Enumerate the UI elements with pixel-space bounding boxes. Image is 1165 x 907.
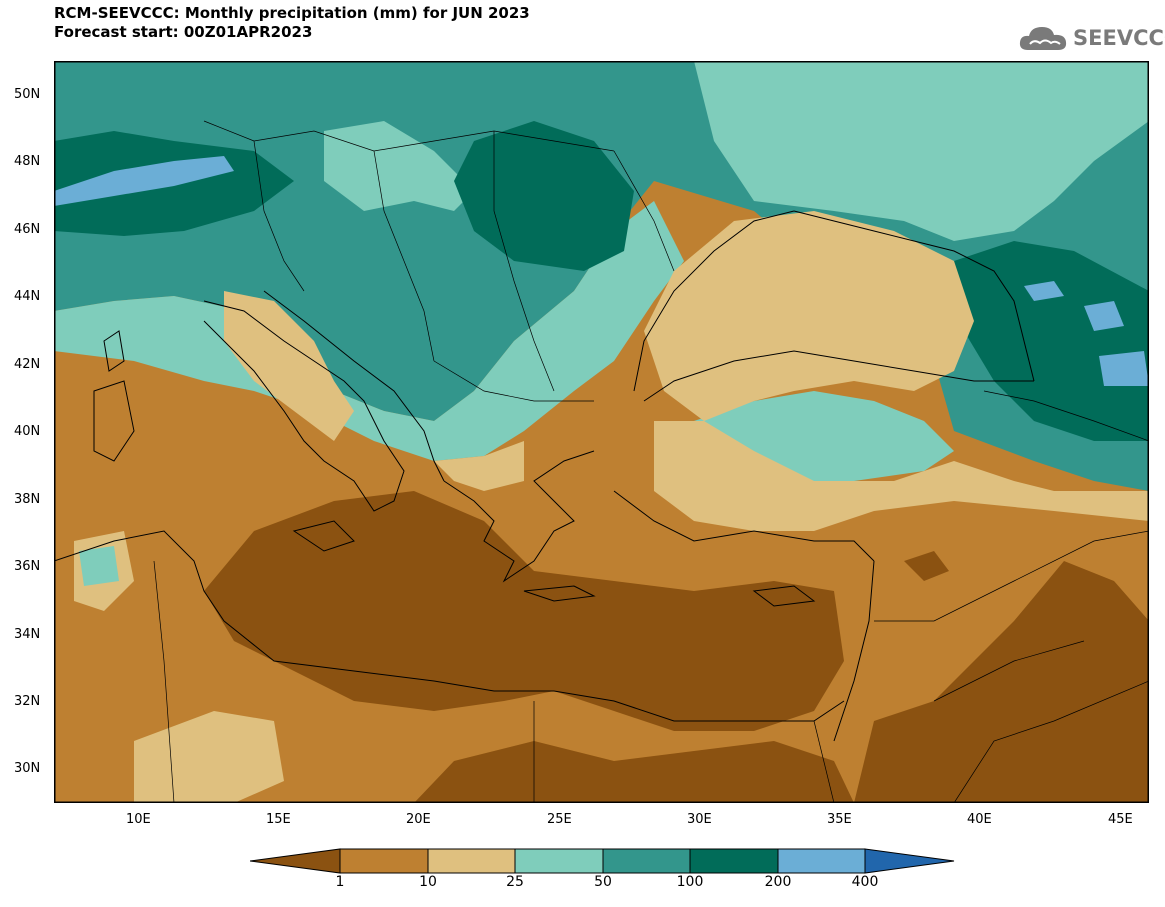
map-frame — [54, 61, 1149, 803]
colorbar-label: 25 — [506, 874, 524, 890]
cloud-logo-icon — [1019, 27, 1067, 50]
lon-label: 25E — [547, 812, 572, 827]
zone-200-400-caucasus-b — [1084, 301, 1124, 331]
coastlines — [54, 210, 1035, 742]
corsica-coast — [103, 330, 125, 372]
lat-label: 44N — [14, 289, 41, 304]
colorbar-segment-50-100 — [602, 848, 691, 874]
lon-label: 30E — [687, 812, 712, 827]
colorbar-segment-25-50 — [514, 848, 604, 874]
lat-label: 34N — [14, 627, 41, 642]
colorbar-segment-100-200 — [689, 848, 779, 874]
black-sea-north-coast — [793, 210, 1035, 382]
zone-200-400-caucasus-c — [1099, 351, 1149, 386]
greece-coast — [443, 450, 595, 583]
seevccc-logo: SEEVCCC — [1018, 22, 1165, 54]
north-africa-coast — [54, 530, 845, 722]
lat-label: 38N — [14, 492, 41, 507]
cyprus-coast — [752, 585, 816, 607]
zone-10-25-libya — [134, 711, 284, 803]
map-title: RCM-SEEVCCC: Monthly precipitation (mm) … — [54, 4, 530, 42]
colorbar-label: 200 — [764, 874, 792, 890]
lon-label: 45E — [1108, 812, 1133, 827]
lat-label: 36N — [14, 559, 41, 574]
colorbar-segment-gt400 — [864, 848, 955, 874]
zone-100-200-carpathian — [454, 121, 634, 271]
turkey-south-coast — [613, 490, 875, 562]
lon-label: 15E — [266, 812, 291, 827]
colorbar-segment-200-400 — [777, 848, 866, 874]
sardinia-coast — [93, 380, 135, 462]
logo-text: SEEVCCC — [1073, 26, 1165, 50]
sicily-coast — [292, 520, 355, 552]
lat-label: 50N — [14, 87, 41, 102]
zone-25-50-tunisia — [79, 546, 119, 586]
italy-coast — [203, 300, 405, 512]
lat-label: 46N — [14, 222, 41, 237]
lat-label: 42N — [14, 357, 41, 372]
zone-200-400-alps — [54, 156, 234, 206]
colorbar-label: 50 — [594, 874, 612, 890]
title-line-1: RCM-SEEVCCC: Monthly precipitation (mm) … — [54, 4, 530, 22]
lon-label: 40E — [967, 812, 992, 827]
zone-1-10-syria — [904, 551, 949, 581]
colorbar-label: 100 — [676, 874, 704, 890]
black-sea-west-coast — [633, 210, 795, 392]
crete-coast — [523, 585, 596, 602]
zone-10-25-anatolia — [654, 421, 1149, 531]
zone-10-25-italy — [224, 291, 354, 441]
precipitation-map[interactable] — [54, 61, 1149, 803]
adriatic-east-coast — [263, 290, 445, 482]
zone-10-25-balkans — [434, 441, 524, 491]
lat-label: 32N — [14, 694, 41, 709]
turkey-north-coast — [643, 350, 1034, 402]
zone-10-25-blacksea — [644, 211, 974, 421]
title-line-2: Forecast start: 00Z01APR2023 — [54, 23, 313, 41]
levant-coast — [833, 560, 875, 742]
lon-label: 20E — [406, 812, 431, 827]
zone-1-10-mediterranean — [204, 491, 844, 731]
borders — [153, 120, 1149, 803]
colorbar-label: 400 — [851, 874, 879, 890]
lat-label: 30N — [14, 761, 41, 776]
zone-1-10-arabia — [854, 561, 1149, 803]
lon-label: 35E — [827, 812, 852, 827]
zone-25-50-ukraine — [694, 61, 1149, 241]
zone-25-50-band — [54, 201, 684, 461]
zone-200-400-caucasus-a — [1024, 281, 1064, 301]
zone-100-200-caucasus — [954, 241, 1149, 441]
zone-25-50-center — [324, 121, 474, 211]
colorbar-label: 1 — [335, 874, 345, 890]
lat-label: 48N — [14, 154, 41, 169]
zone-1-10-egypt — [414, 741, 854, 803]
colorbar-label: 10 — [419, 874, 437, 890]
colorbar-segment-lt1 — [250, 848, 341, 874]
lon-label: 10E — [126, 812, 151, 827]
colorbar — [250, 848, 955, 874]
lat-label: 40N — [14, 424, 41, 439]
colorbar-segment-1-10 — [339, 848, 429, 874]
colorbar-segment-10-25 — [427, 848, 516, 874]
